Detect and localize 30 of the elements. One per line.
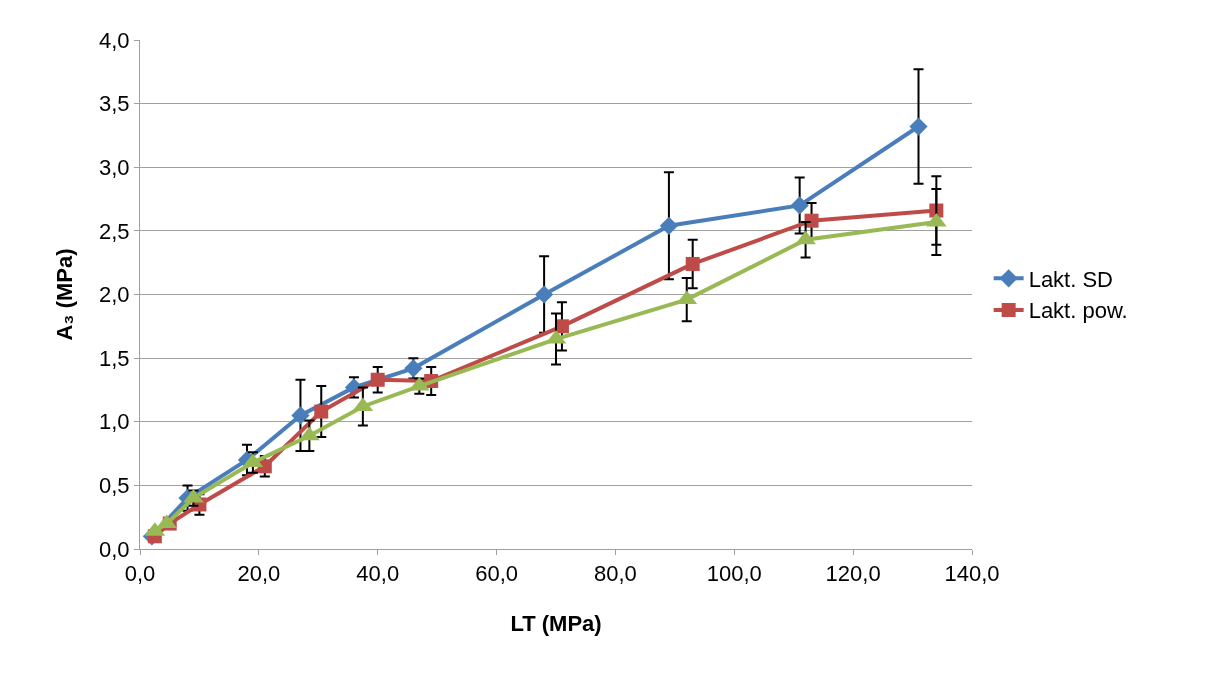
y-axis-title: A₃ (MPa) <box>51 248 77 341</box>
x-tick-label: 40,0 <box>356 561 400 587</box>
x-tick-label: 80,0 <box>594 561 637 587</box>
legend-label: Lakt. pow. <box>1028 298 1128 324</box>
point <box>795 230 816 245</box>
x-tick-label: 20,0 <box>237 561 281 587</box>
x-tick-label: 120,0 <box>825 561 881 587</box>
y-tick-label: 3,0 <box>99 154 130 180</box>
legend-label: Lakt. SD <box>1028 266 1114 292</box>
y-tick-label: 2,5 <box>99 218 130 244</box>
y-tick-label: 2,0 <box>99 282 130 308</box>
y-tick-label: 4,0 <box>99 27 130 53</box>
point <box>790 196 809 215</box>
point <box>909 117 928 136</box>
point <box>659 216 679 235</box>
point <box>314 404 329 419</box>
x-axis-title: LT (MPa) <box>510 611 602 637</box>
point <box>291 406 310 425</box>
y-tick-label: 0,5 <box>99 473 130 499</box>
point <box>685 256 700 271</box>
x-tick-label: 0,0 <box>124 561 156 587</box>
x-tick-label: 100,0 <box>706 561 762 587</box>
y-tick-label: 1,0 <box>99 409 130 435</box>
y-tick-label: 1,5 <box>99 345 130 371</box>
y-tick-label: 0,0 <box>99 536 130 562</box>
point <box>370 372 385 387</box>
point <box>535 285 554 304</box>
x-tick-label: 60,0 <box>475 561 518 587</box>
x-tick-label: 140,0 <box>944 561 1000 587</box>
y-tick-label: 3,5 <box>99 91 130 117</box>
